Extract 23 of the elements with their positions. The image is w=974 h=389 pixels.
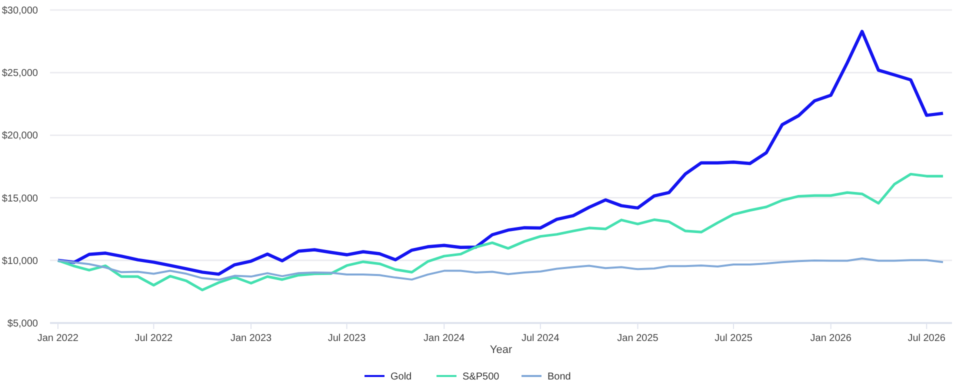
- y-tick-label: $30,000: [2, 6, 38, 16]
- line-series: [56, 30, 945, 276]
- y-tick-label: $15,000: [2, 193, 38, 204]
- x-tick-label: Jul 2026: [908, 333, 946, 344]
- y-tick-label: $5,000: [7, 318, 38, 330]
- x-tick-label: Jul 2025: [714, 333, 753, 344]
- legend-label: Gold: [390, 372, 412, 382]
- y-tick-label: $25,000: [2, 68, 38, 80]
- x-tick-label: Jan 2023: [230, 333, 272, 344]
- legend-label: S&P500: [462, 372, 500, 382]
- x-tick-label: Jan 2025: [617, 333, 659, 344]
- legend-label: Bond: [548, 372, 571, 382]
- x-tick-label: Jan 2022: [37, 333, 79, 344]
- x-tick-label: Jul 2023: [328, 333, 366, 344]
- line-series: [56, 172, 944, 292]
- x-tick-label: Jan 2024: [424, 333, 466, 344]
- y-tick-label: $10,000: [2, 256, 38, 267]
- y-tick-label: $20,000: [2, 130, 38, 142]
- x-tick-label: Jul 2024: [522, 333, 560, 344]
- x-tick-label: Jan 2026: [810, 333, 852, 344]
- line-series: [56, 258, 944, 281]
- x-tick-label: Jul 2022: [134, 333, 174, 344]
- x-axis-title: Year: [490, 344, 512, 356]
